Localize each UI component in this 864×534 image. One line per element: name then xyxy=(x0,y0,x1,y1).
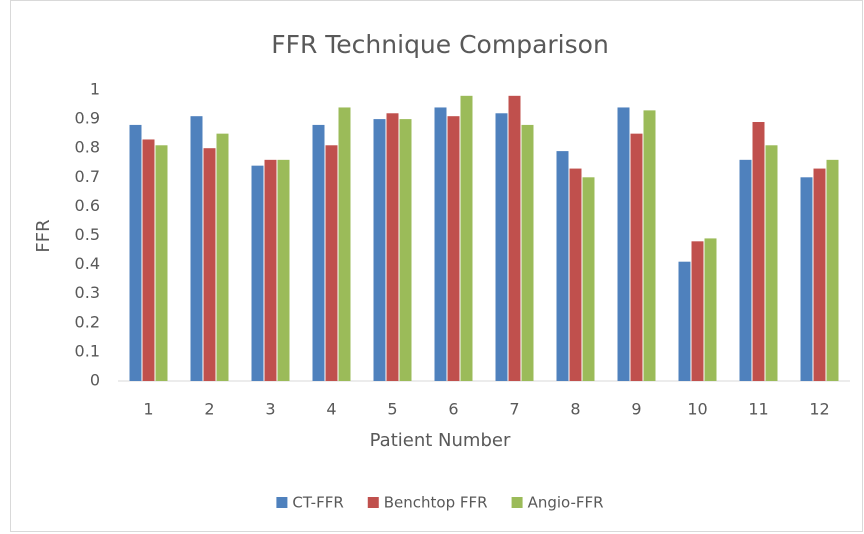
bar xyxy=(373,119,386,381)
bar xyxy=(569,168,582,381)
y-tick-label: 1 xyxy=(90,80,100,99)
bar xyxy=(325,145,338,381)
chart-title: FFR Technique Comparison xyxy=(271,30,609,59)
bar xyxy=(338,107,351,382)
y-tick-label: 0.3 xyxy=(75,283,100,302)
bar xyxy=(216,133,229,381)
y-axis-label: FFR xyxy=(33,219,54,252)
bar xyxy=(386,113,399,381)
x-tick-label: 9 xyxy=(631,400,641,419)
bar xyxy=(447,116,460,381)
bar xyxy=(739,159,752,381)
bar xyxy=(460,95,473,381)
x-tick-label: 7 xyxy=(509,400,519,419)
bar xyxy=(495,113,508,381)
y-tick-label: 0.4 xyxy=(75,254,100,273)
bar xyxy=(691,241,704,381)
bar xyxy=(434,107,447,382)
y-tick-label: 0 xyxy=(90,371,100,390)
bar xyxy=(521,124,534,382)
x-tick-label: 12 xyxy=(809,400,829,419)
bar xyxy=(556,151,569,381)
x-tick-label: 5 xyxy=(387,400,397,419)
x-tick-label: 10 xyxy=(687,400,707,419)
x-tick-label: 4 xyxy=(326,400,336,419)
y-tick-label: 0.8 xyxy=(75,138,100,157)
bar xyxy=(678,261,691,381)
legend-swatch xyxy=(511,497,523,508)
bar xyxy=(251,165,264,381)
bar xyxy=(264,159,277,381)
bar xyxy=(190,116,203,381)
y-tick-label: 0.1 xyxy=(75,341,100,360)
bar xyxy=(277,159,290,381)
x-tick-label: 11 xyxy=(748,400,768,419)
bar xyxy=(800,177,813,381)
y-tick-label: 0.2 xyxy=(75,312,100,331)
x-tick-label: 3 xyxy=(265,400,275,419)
bar xyxy=(203,148,216,381)
x-tick-label: 6 xyxy=(448,400,458,419)
legend-swatch xyxy=(276,497,288,508)
bar xyxy=(312,124,325,382)
y-tick-label: 0.5 xyxy=(75,225,100,244)
bar xyxy=(765,145,778,381)
legend-swatch xyxy=(367,497,379,508)
x-tick-label: 1 xyxy=(143,400,153,419)
bar xyxy=(813,168,826,381)
bar xyxy=(643,110,656,382)
bar xyxy=(704,238,717,381)
bar xyxy=(155,145,168,381)
bar xyxy=(752,122,765,381)
bar xyxy=(630,133,643,381)
legend-label: Benchtop FFR xyxy=(384,494,488,512)
y-tick-label: 0.7 xyxy=(75,167,100,186)
x-tick-label: 2 xyxy=(204,400,214,419)
bar xyxy=(582,177,595,381)
x-axis-label: Patient Number xyxy=(370,430,511,451)
x-tick-label: 8 xyxy=(570,400,580,419)
legend-label: CT-FFR xyxy=(292,494,343,512)
bar xyxy=(508,95,521,381)
bar xyxy=(129,124,142,382)
bar xyxy=(826,159,839,381)
bar xyxy=(399,119,412,381)
bar xyxy=(142,139,155,381)
legend-label: Angio-FFR xyxy=(528,494,604,512)
y-tick-label: 0.9 xyxy=(75,109,100,128)
y-tick-label: 0.6 xyxy=(75,196,100,215)
bar xyxy=(617,107,630,382)
